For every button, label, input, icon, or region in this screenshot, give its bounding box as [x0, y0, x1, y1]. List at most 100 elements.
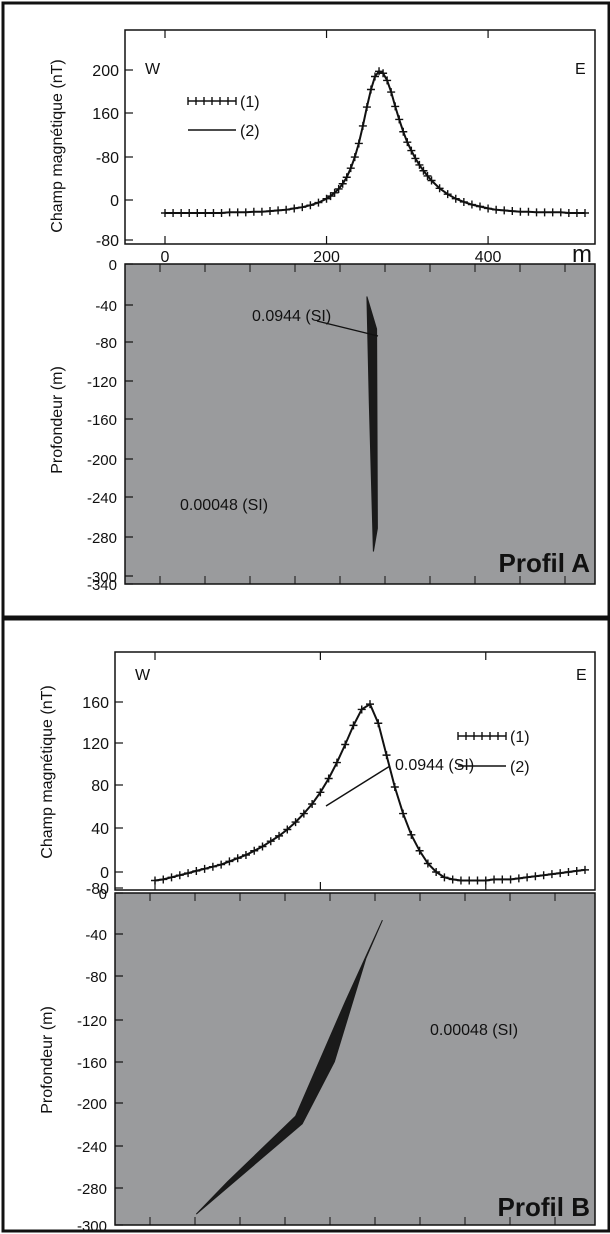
panel-b-y-tick-label: -80 [86, 881, 109, 898]
panel-a-series-point-1 [334, 184, 343, 193]
panel-b-series-point-1 [357, 705, 366, 714]
panel-b-series-point-1 [324, 774, 333, 783]
panel-b-series-point-1 [539, 871, 548, 880]
panel-b-y-tick-label: 80 [91, 778, 109, 795]
panel-a-series-point-1 [346, 164, 355, 173]
panel-b-legend-label-2: (2) [510, 759, 530, 776]
panel-a-series-point-1 [508, 207, 517, 216]
panel-a-series-point-1 [354, 139, 363, 148]
panel-b-y-axis-label: Champ magnétique (nT) [39, 685, 56, 858]
panel-b-series-point-1 [241, 851, 250, 859]
panel-b-series-point-1 [308, 800, 317, 808]
panel-a-series-point-1 [241, 208, 250, 217]
panel-b-series-point-1 [366, 700, 374, 709]
panel-a-series-point-1 [201, 209, 210, 217]
panel-a-series-point-1 [500, 206, 509, 215]
panel-b-series-point-1 [208, 862, 217, 871]
panel-a-series-point-1 [177, 209, 186, 217]
panel-b-series-point-1 [225, 857, 234, 866]
panel-b-series-point-1 [291, 818, 300, 827]
panel-a-y-tick-label: 200 [92, 63, 119, 80]
panel-b-direction-west: W [135, 667, 151, 684]
panel-a-legend-label-2: (2) [240, 123, 260, 140]
panel-b-series-point-1 [382, 751, 391, 760]
panel-b-depth-tick-label: -80 [85, 969, 107, 986]
panel-b-series-point-1 [556, 869, 565, 878]
panel-a-series-point-1 [435, 184, 444, 193]
panel-b-legend-label-1: (1) [510, 729, 530, 746]
panel-b-series-point-1 [159, 875, 168, 884]
panel-a-x-axis-label: m [572, 241, 592, 268]
panel-b-profile-label: Profil B [498, 1192, 590, 1222]
panel-b-host-susceptibility-label: 0.00048 (SI) [430, 1022, 518, 1039]
panel-b-series-point-1 [572, 866, 581, 875]
panel-b-series-point-1 [250, 846, 259, 855]
panel-b-series-point-1 [374, 719, 383, 728]
panel-a-series-point-1 [516, 207, 525, 216]
panel-a-series-point-1 [371, 72, 379, 81]
panel-a-series-point-1 [459, 197, 468, 206]
panel-a-series-point-1 [185, 209, 194, 217]
panel-a-y-tick-label: -80 [96, 150, 119, 167]
panel-b-series-point-1 [390, 783, 399, 791]
panel-a-series-point-1 [532, 208, 541, 217]
panel-b-series-point-1 [233, 854, 242, 863]
panel-a-series-point-1 [540, 208, 549, 217]
panel-b-depth-tick-label: -240 [77, 1139, 107, 1156]
panel-b-series-point-1 [448, 875, 457, 884]
panel-a-series-point-1 [403, 138, 412, 147]
panel-b-series-point-1 [498, 875, 507, 884]
panel-a-direction-east: E [575, 61, 586, 78]
panel-b-y-tick-label: 160 [82, 695, 109, 712]
panel-a-series-point-1 [330, 188, 339, 197]
panel-a-y-tick-label: 0 [110, 193, 119, 210]
panel-a-series-point-1 [548, 208, 557, 217]
panel-a-depth-tick-label: -300 [87, 569, 117, 586]
panel-b-series-point-1 [456, 876, 465, 885]
panel-b-series-point-1 [275, 831, 284, 840]
panel-b-series-point-1 [151, 876, 159, 885]
panel-b-series-point-1 [440, 873, 449, 882]
panel-b-series-point-1 [407, 830, 416, 839]
panel-a-x-tick-label: 200 [313, 249, 340, 266]
panel-a-series-point-1 [423, 171, 432, 180]
panel-b-series-point-1 [349, 721, 358, 730]
panel-b-series-point-1 [217, 860, 226, 869]
panel-b-series-point-1 [283, 825, 292, 834]
panel-b-y-tick-label: 120 [82, 736, 109, 753]
panel-a-direction-west: W [145, 61, 161, 78]
panel-b-depth-tick-label: -200 [77, 1096, 107, 1113]
panel-b-depth-tick-label: -120 [77, 1013, 107, 1030]
panel-a-legend-label-1: (1) [240, 94, 260, 111]
panel-a-series-point-1 [326, 192, 335, 201]
panel-a-series-point-1 [314, 198, 323, 207]
panel-b-series-point-1 [415, 846, 424, 855]
panel-a-series-point-1 [366, 85, 375, 94]
panel-a-frame [1, 1, 610, 619]
panel-b-series-point-1 [175, 871, 184, 880]
panel-a-series-point-1 [476, 202, 484, 211]
panel-a-series-point-1 [282, 205, 291, 214]
panel-a-series-point-1 [427, 176, 436, 185]
panel-b-series-point-1 [564, 868, 573, 876]
panel-a-profile-label: Profil A [499, 548, 591, 578]
panel-a-series-point-1 [225, 208, 234, 217]
panel-a-series-point-1 [572, 209, 581, 217]
panel-b-depth-tick-label: 0 [99, 886, 107, 903]
panel-a-depth-axis-label: Profondeur (m) [49, 366, 66, 474]
panel-b-model-section [114, 892, 596, 1226]
panel-a-depth-tick-label: -120 [87, 374, 117, 391]
panel-b-series-point-1 [481, 876, 490, 885]
panel-b-series-point-1 [581, 865, 589, 874]
panel-a-y-axis-label: Champ magnétique (nT) [49, 59, 66, 232]
panel-a-series-point-1 [217, 209, 226, 217]
panel-a-depth-tick-label: -40 [95, 298, 117, 315]
panel-a-x-tick-label: 0 [161, 249, 170, 266]
panel-a-series-point-1 [257, 207, 266, 216]
panel-a-series-point-1 [161, 209, 169, 217]
panel-a-series-point-1 [411, 154, 420, 163]
panel-a-series-point-1 [524, 207, 533, 216]
panel-a-magnetic-body [366, 296, 378, 552]
panel-a-body-label-leader [316, 320, 379, 337]
